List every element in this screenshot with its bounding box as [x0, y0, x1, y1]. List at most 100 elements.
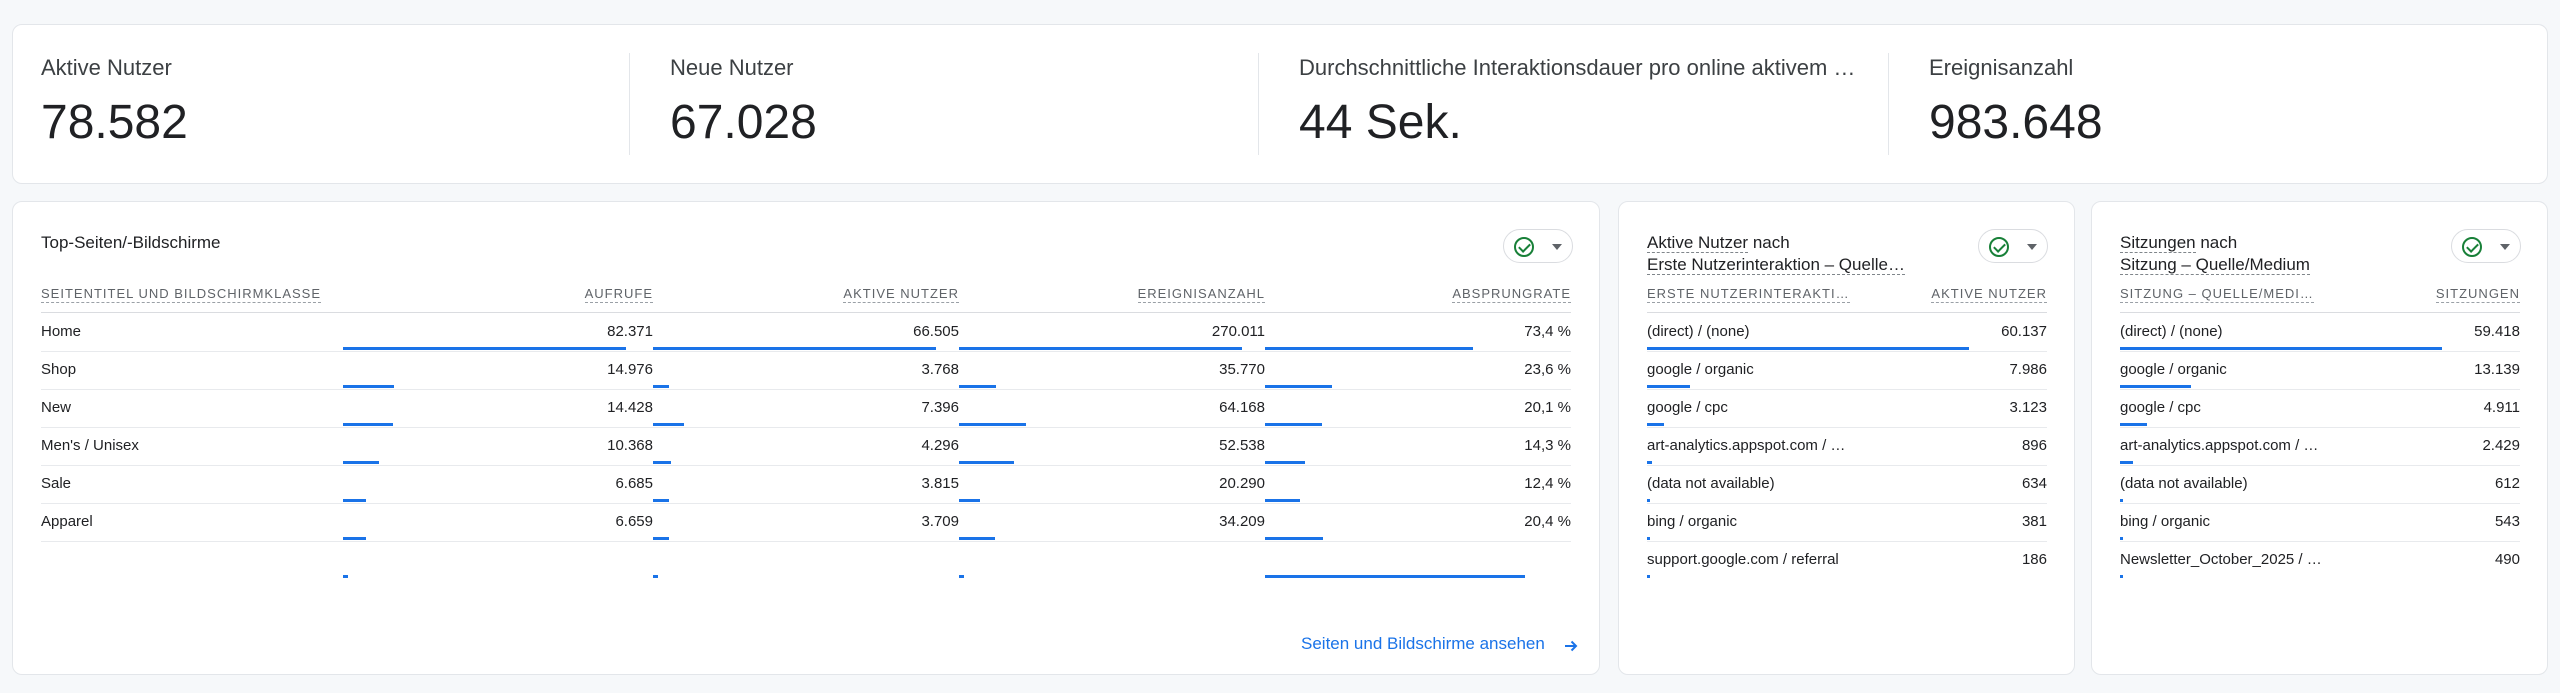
event-count-bar	[959, 347, 1242, 350]
compare-status-button[interactable]	[1503, 229, 1573, 263]
metric-selector[interactable]: Sitzungen	[2120, 233, 2196, 253]
row-divider	[41, 465, 1571, 466]
column-header-metric[interactable]: SITZUNGEN	[2435, 286, 2520, 303]
row-divider	[2120, 427, 2520, 428]
value-bar	[2120, 347, 2442, 350]
row-label[interactable]: (data not available)	[2120, 475, 2248, 492]
kpi-event-count[interactable]: Ereignisanzahl 983.648	[1929, 25, 2489, 185]
cell-views: 10.368	[607, 437, 653, 454]
top-pages-card: Top-Seiten/-Bildschirme SEITENTITEL UND …	[12, 201, 1600, 675]
value-bar	[1647, 575, 1650, 578]
column-header-metric[interactable]: AKTIVE NUTZER	[1931, 286, 2047, 303]
event-count-bar	[959, 461, 1014, 464]
row-divider	[1647, 351, 2047, 352]
row-label[interactable]: bing / organic	[2120, 513, 2211, 530]
row-divider	[1647, 427, 2047, 428]
cell-views: 82.371	[607, 323, 653, 340]
kpi-avg-engagement[interactable]: Durchschnittliche Interaktionsdauer pro …	[1299, 25, 1879, 185]
cell-active-users: 3.815	[921, 475, 959, 492]
bounce-rate-bar	[1265, 347, 1473, 350]
cell-bounce-rate: 23,6 %	[1524, 361, 1571, 378]
row-value: 59.418	[2474, 323, 2520, 340]
row-label[interactable]: New	[41, 399, 72, 416]
cell-active-users: 7.396	[921, 399, 959, 416]
row-label[interactable]: Men's / Unisex	[41, 437, 139, 454]
active-users-bar	[653, 423, 684, 426]
row-divider	[2120, 503, 2520, 504]
row-divider	[2120, 465, 2520, 466]
check-circle-icon	[2462, 237, 2482, 257]
kpi-label: Aktive Nutzer	[41, 55, 172, 80]
cell-event-count: 52.538	[1219, 437, 1265, 454]
row-divider	[1647, 389, 2047, 390]
row-label[interactable]: google / organic	[2120, 361, 2227, 378]
column-header-dimension[interactable]: ERSTE NUTZERINTERAKTI…	[1647, 286, 1850, 303]
row-label[interactable]: (direct) / (none)	[2120, 323, 2223, 340]
row-label[interactable]: art-analytics.appspot.com / …	[1647, 437, 1846, 454]
column-header-page-title[interactable]: SEITENTITEL UND BILDSCHIRMKLASSE	[41, 286, 322, 303]
row-label[interactable]: Sale	[41, 475, 72, 492]
row-label[interactable]: google / organic	[1647, 361, 1754, 378]
row-divider	[2120, 351, 2520, 352]
row-divider	[1647, 503, 2047, 504]
kpi-divider	[1888, 53, 1889, 155]
row-divider	[41, 351, 1571, 352]
event-count-bar	[959, 423, 1026, 426]
active-users-bar	[653, 461, 671, 464]
row-divider	[41, 503, 1571, 504]
row-divider	[1647, 465, 2047, 466]
sessions-by-source-card: Sitzungen nach Sitzung – Quelle/Medium S…	[2091, 201, 2548, 675]
row-label[interactable]: bing / organic	[1647, 513, 1738, 530]
bounce-rate-bar	[1265, 537, 1323, 540]
metric-selector[interactable]: Aktive Nutzer	[1647, 233, 1749, 253]
row-label[interactable]: Apparel	[41, 513, 93, 530]
value-bar	[2120, 537, 2123, 540]
cell-bounce-rate: 20,1 %	[1524, 399, 1571, 416]
column-header-views[interactable]: AUFRUFE	[584, 286, 653, 303]
active-users-bar	[653, 575, 658, 578]
kpi-new-users[interactable]: Neue Nutzer 67.028	[670, 25, 1230, 185]
event-count-bar	[959, 537, 995, 540]
row-label[interactable]: support.google.com / referral	[1647, 551, 1839, 568]
column-header-bounce-rate[interactable]: ABSPRUNGRATE	[1452, 286, 1571, 303]
kpi-active-users[interactable]: Aktive Nutzer 78.582	[41, 25, 601, 185]
row-label[interactable]: Newsletter_October_2025 / …	[2120, 551, 2322, 568]
check-circle-icon	[1514, 237, 1534, 257]
row-label[interactable]: Shop	[41, 361, 77, 378]
compare-status-button[interactable]	[2451, 229, 2521, 263]
row-label[interactable]: google / cpc	[2120, 399, 2201, 416]
cell-bounce-rate: 20,4 %	[1524, 513, 1571, 530]
row-label[interactable]: google / cpc	[1647, 399, 1728, 416]
compare-status-button[interactable]	[1978, 229, 2048, 263]
view-pages-link[interactable]: Seiten und Bildschirme ansehen	[1301, 634, 1545, 653]
row-label[interactable]: (direct) / (none)	[1647, 323, 1750, 340]
column-header-active-users[interactable]: AKTIVE NUTZER	[843, 286, 959, 303]
row-value: 2.429	[2482, 437, 2520, 454]
row-label[interactable]: art-analytics.appspot.com / …	[2120, 437, 2319, 454]
views-bar	[343, 575, 348, 578]
row-value: 543	[2494, 513, 2520, 530]
value-bar	[1647, 537, 1650, 540]
kpi-label: Durchschnittliche Interaktionsdauer pro …	[1299, 55, 1856, 80]
cell-bounce-rate: 14,3 %	[1524, 437, 1571, 454]
kpi-value: 78.582	[41, 96, 188, 149]
card-title: Top-Seiten/-Bildschirme	[41, 233, 221, 252]
row-label[interactable]: (data not available)	[1647, 475, 1775, 492]
column-header-dimension[interactable]: SITZUNG – QUELLE/MEDI…	[2120, 286, 2314, 303]
row-value: 60.137	[2001, 323, 2047, 340]
bounce-rate-bar	[1265, 575, 1525, 578]
bounce-rate-bar	[1265, 423, 1322, 426]
cell-active-users: 66.505	[913, 323, 959, 340]
views-bar	[343, 385, 394, 388]
column-header-event-count[interactable]: EREIGNISANZAHL	[1137, 286, 1265, 303]
active-users-bar	[653, 385, 669, 388]
dimension-selector[interactable]: Sitzung – Quelle/Medium	[2120, 255, 2310, 275]
row-label[interactable]: Home	[41, 323, 82, 340]
row-divider	[41, 389, 1571, 390]
value-bar	[1647, 423, 1664, 426]
views-bar	[343, 461, 379, 464]
cell-views: 14.976	[607, 361, 653, 378]
row-divider	[41, 427, 1571, 428]
dimension-selector[interactable]: Erste Nutzerinteraktion – Quelle…	[1647, 255, 1905, 275]
row-value: 186	[2021, 551, 2047, 568]
